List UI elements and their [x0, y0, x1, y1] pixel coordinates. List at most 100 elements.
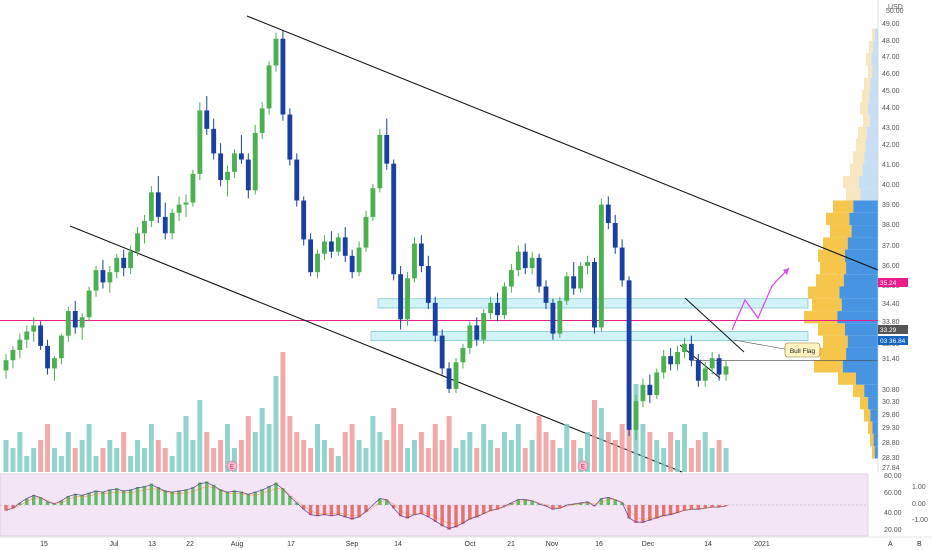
volume-bar-26	[183, 416, 189, 472]
price-axis[interactable]: 80.00 60.00 40.00 20.00 1.00 0.00 -1.00 USD50.0…	[877, 0, 928, 534]
time-tick-0: 15	[40, 541, 48, 548]
volume-bar-52	[363, 448, 369, 472]
candle-body-63	[439, 335, 445, 369]
price-tick-18: 31.40	[882, 356, 900, 363]
candle-body-24	[169, 212, 175, 234]
candle-body-73	[508, 270, 514, 287]
vp-up-3	[868, 65, 873, 78]
candle-body-69	[481, 313, 487, 340]
price-tick-11: 38.00	[882, 222, 900, 229]
candle-body-43	[301, 200, 307, 240]
candle-body-65	[453, 362, 459, 389]
volume-bar-7	[51, 448, 57, 472]
candle-body-76	[529, 257, 535, 269]
vp-up-11	[850, 163, 863, 176]
volume-bar-9	[65, 432, 71, 472]
vp-down-4	[870, 77, 878, 90]
vp-up-17	[823, 237, 848, 250]
candle-body-53	[370, 188, 376, 217]
vp-up-20	[816, 274, 844, 287]
volume-bar-95	[661, 448, 667, 472]
candle-body-84	[585, 261, 590, 267]
vp-down-23	[837, 311, 878, 324]
vp-down-28	[856, 372, 878, 385]
vp-up-0	[872, 28, 875, 41]
volume-bar-12	[86, 424, 92, 472]
volume-bar-82	[571, 440, 577, 472]
vp-down-1	[873, 40, 878, 54]
volume-bar-94	[654, 440, 660, 472]
earnings-marker-label-0: E	[230, 464, 234, 470]
candle-body-51	[356, 247, 362, 273]
volume-bar-75	[522, 448, 528, 472]
volume-bar-39	[273, 376, 279, 472]
volume-bar-34	[238, 440, 244, 472]
volume-bar-79	[550, 440, 556, 472]
volume-bar-70	[488, 440, 494, 472]
price-tick-16: 33.80	[882, 319, 900, 326]
price-tick-4: 45.00	[882, 88, 900, 95]
candle-body-10	[72, 311, 78, 328]
candle-body-85	[592, 261, 597, 328]
price-pane-bg	[0, 0, 878, 472]
vp-down-19	[846, 261, 878, 275]
volume-bar-66	[460, 440, 466, 472]
volume-bar-81	[564, 424, 570, 472]
volume-bar-93	[647, 432, 653, 472]
volume-bar-85	[591, 400, 597, 472]
candle-body-74	[515, 251, 521, 271]
indicator-right-tick-0: 1.00	[912, 484, 926, 491]
vp-down-10	[864, 151, 878, 164]
price-tick-7: 42.00	[882, 142, 900, 149]
candle-body-58	[405, 278, 410, 320]
candle-body-59	[412, 243, 417, 279]
price-tick-6: 43.00	[882, 125, 900, 132]
candle-body-60	[418, 243, 424, 267]
lower-trendline	[69, 225, 683, 473]
vp-up-21	[808, 286, 840, 299]
candle-body-92	[640, 384, 646, 402]
candle-body-61	[425, 266, 431, 303]
volume-bar-101	[702, 432, 708, 472]
candle-body-102	[709, 358, 715, 369]
time-tick-11: 16	[595, 541, 603, 548]
candle-body-88	[612, 223, 618, 248]
candle-body-4	[31, 325, 37, 332]
volume-bar-37	[259, 408, 265, 472]
volume-bar-51	[356, 440, 362, 472]
volume-bar-65	[453, 448, 459, 472]
volume-bar-10	[72, 448, 78, 472]
volume-bar-88	[612, 440, 618, 472]
indicator-right-tick-1: 0.00	[912, 501, 926, 508]
candle-body-35	[245, 159, 251, 191]
vp-down-27	[842, 360, 878, 373]
vp-up-23	[804, 311, 838, 324]
time-tick-12: Dec	[642, 541, 655, 548]
volume-bar-71	[495, 448, 501, 472]
vp-up-19	[820, 261, 847, 275]
volume-bar-16	[114, 448, 120, 472]
volume-bar-86	[598, 408, 604, 472]
vp-down-0	[874, 28, 878, 41]
vp-up-28	[838, 372, 856, 385]
volume-bar-8	[58, 456, 64, 472]
candle-body-14	[100, 270, 106, 283]
volume-bar-40	[280, 352, 286, 472]
volume-bar-73	[508, 440, 514, 472]
candle-body-94	[654, 372, 660, 396]
vp-up-27	[814, 360, 843, 373]
price-tick-0: 49.00	[882, 21, 900, 28]
time-tick-8: Oct	[465, 541, 476, 548]
price-tick-8: 41.00	[882, 162, 900, 169]
indicator-left-tick-3: 20.00	[884, 527, 902, 534]
candle-body-18	[128, 251, 134, 269]
vp-down-20	[843, 274, 878, 287]
vp-down-18	[845, 249, 878, 262]
projection-path	[731, 267, 790, 331]
time-axis[interactable]: 15 Jul 13 22 Aug 17 Sep 14 Oct 21 Nov 16 Dec 14 2021 A B	[0, 536, 932, 548]
volume-bar-48	[335, 456, 341, 472]
vp-down-32	[872, 421, 878, 434]
candle-body-36	[252, 132, 258, 191]
